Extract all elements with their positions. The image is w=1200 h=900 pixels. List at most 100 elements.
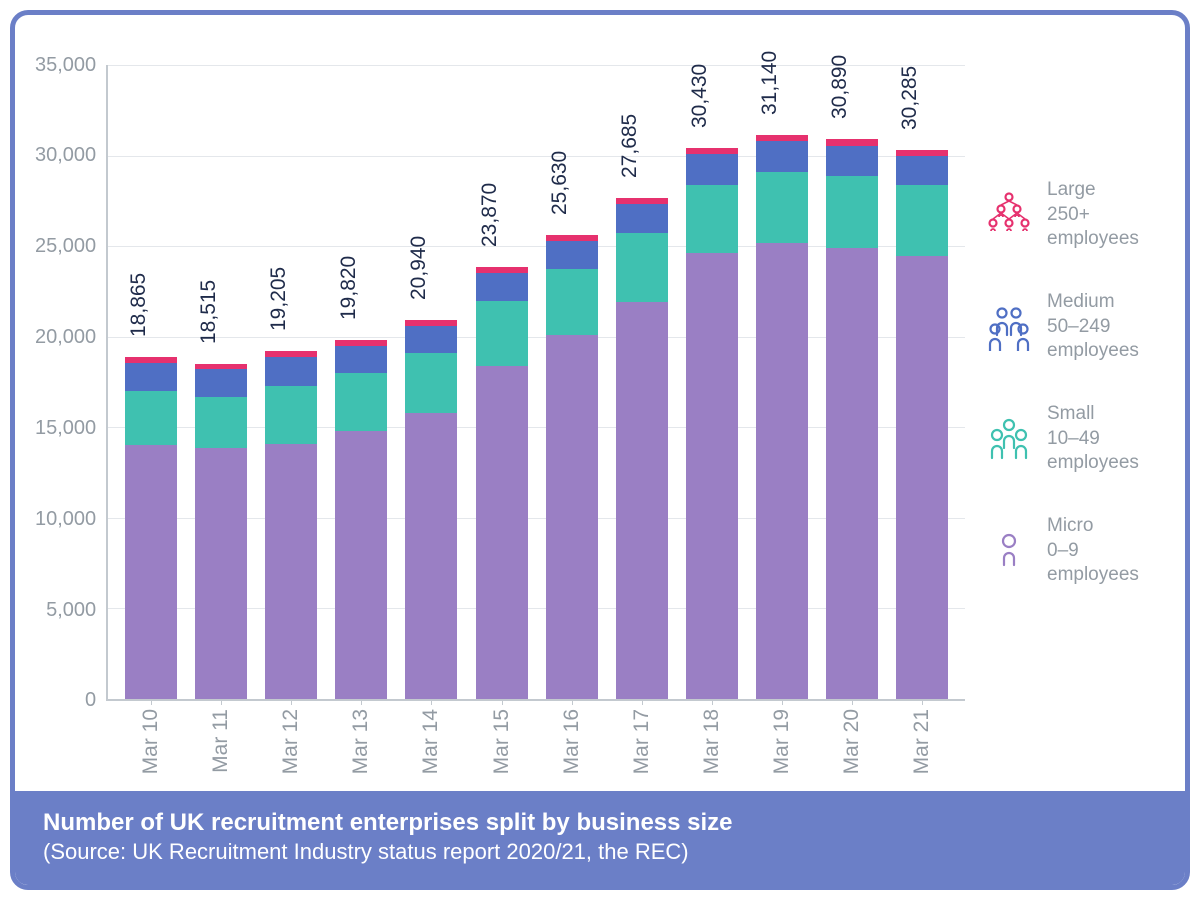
bar-segment-medium (195, 369, 247, 396)
bar-segment-small (826, 176, 878, 248)
legend: Large250+employees Medium50–249employees… (965, 65, 1165, 781)
bar-total-label: 27,685 (618, 113, 642, 177)
bar-group: 27,685 (616, 65, 668, 699)
bar-segment-micro (405, 413, 457, 699)
bar-segment-small (265, 386, 317, 444)
bar-total-label: 18,865 (127, 273, 151, 337)
x-tick-mark (431, 699, 432, 705)
caption-title: Number of UK recruitment enterprises spl… (43, 809, 1157, 837)
x-tick-label: Mar 14 (405, 699, 457, 779)
bar-stack (405, 320, 457, 699)
bar-segment-medium (756, 141, 808, 171)
bar-group: 18,865 (125, 65, 177, 699)
plot-wrap: 35,00030,00025,00020,00015,00010,0005,00… (35, 65, 965, 781)
bar-segment-medium (476, 273, 528, 301)
bar-segment-small (125, 391, 177, 445)
bar-total-label: 30,285 (898, 66, 922, 130)
x-tick-mark (782, 699, 783, 705)
bar-segment-micro (265, 444, 317, 699)
bar-segment-small (756, 172, 808, 243)
y-axis: 35,00030,00025,00020,00015,00010,0005,00… (35, 65, 106, 781)
bar-segment-micro (616, 302, 668, 699)
bar-group: 25,630 (546, 65, 598, 699)
legend-item-medium: Medium50–249employees (985, 290, 1165, 364)
bar-segment-micro (826, 248, 878, 699)
bar-segment-micro (335, 431, 387, 699)
bar-total-label: 30,890 (828, 55, 852, 119)
x-tick-label: Mar 11 (195, 699, 247, 779)
caption-source: (Source: UK Recruitment Industry status … (43, 839, 1157, 865)
bar-stack (616, 198, 668, 699)
bar-segment-medium (125, 363, 177, 391)
legend-label: Small10–49employees (1047, 402, 1139, 476)
bar-total-label: 19,820 (337, 256, 361, 320)
x-tick-mark (221, 699, 222, 705)
legend-item-small: Small10–49employees (985, 402, 1165, 476)
bar-stack (756, 135, 808, 699)
bar-total-label: 19,205 (267, 267, 291, 331)
bar-segment-micro (125, 445, 177, 699)
bar-segment-micro (195, 448, 247, 699)
x-tick-mark (922, 699, 923, 705)
bar-segment-small (896, 185, 948, 256)
bar-segment-small (335, 373, 387, 431)
legend-label: Micro0–9employees (1047, 514, 1139, 588)
x-tick-mark (291, 699, 292, 705)
bar-group: 18,515 (195, 65, 247, 699)
bar-stack (125, 357, 177, 699)
bar-group: 31,140 (756, 65, 808, 699)
bar-segment-small (476, 301, 528, 366)
bar-total-label: 23,870 (478, 182, 502, 246)
x-tick-label: Mar 17 (616, 699, 668, 779)
x-tick-label: Mar 19 (756, 699, 808, 779)
bar-segment-medium (405, 326, 457, 353)
chart-area: 35,00030,00025,00020,00015,00010,0005,00… (15, 15, 1185, 791)
bar-group: 30,430 (686, 65, 738, 699)
x-tick-label: Mar 20 (826, 699, 878, 779)
bar-group: 30,285 (896, 65, 948, 699)
x-tick-mark (712, 699, 713, 705)
bar-segment-medium (686, 154, 738, 184)
plot: 18,865 18,515 19,205 19,820 20,940 23,870 25,6… (106, 65, 965, 701)
legend-label: Large250+employees (1047, 178, 1139, 252)
legend-label: Medium50–249employees (1047, 290, 1139, 364)
bar-total-label: 25,630 (548, 151, 572, 215)
people-icon (985, 415, 1033, 463)
x-tick-label: Mar 16 (546, 699, 598, 779)
legend-item-large: Large250+employees (985, 178, 1165, 252)
bar-segment-small (405, 353, 457, 413)
bar-segment-small (686, 185, 738, 254)
bar-segment-micro (756, 243, 808, 699)
bar-segment-medium (896, 156, 948, 185)
x-tick-label: Mar 21 (896, 699, 948, 779)
bar-group: 30,890 (826, 65, 878, 699)
bar-segment-small (616, 233, 668, 303)
bar-stack (335, 340, 387, 699)
bar-stack (546, 235, 598, 699)
bar-stack (476, 267, 528, 699)
bar-segment-micro (686, 253, 738, 699)
bar-segment-medium (826, 146, 878, 177)
chart-frame: 35,00030,00025,00020,00015,00010,0005,00… (10, 10, 1190, 890)
bar-segment-micro (896, 256, 948, 699)
bar-segment-micro (476, 366, 528, 699)
bar-segment-small (546, 269, 598, 335)
bar-segment-medium (546, 241, 598, 269)
x-tick-mark (361, 699, 362, 705)
x-tick-label: Mar 12 (265, 699, 317, 779)
bar-group: 19,820 (335, 65, 387, 699)
x-tick-label: Mar 13 (335, 699, 387, 779)
x-tick-label: Mar 10 (125, 699, 177, 779)
people-icon (985, 527, 1033, 575)
bar-group: 20,940 (405, 65, 457, 699)
bar-total-label: 18,515 (197, 279, 221, 343)
bar-group: 23,870 (476, 65, 528, 699)
bar-segment-medium (616, 204, 668, 233)
bar-stack (265, 351, 317, 699)
x-tick-mark (642, 699, 643, 705)
bar-stack (686, 148, 738, 699)
bar-group: 19,205 (265, 65, 317, 699)
bar-segment-micro (546, 335, 598, 699)
caption: Number of UK recruitment enterprises spl… (15, 791, 1185, 885)
bar-total-label: 31,140 (758, 51, 782, 115)
